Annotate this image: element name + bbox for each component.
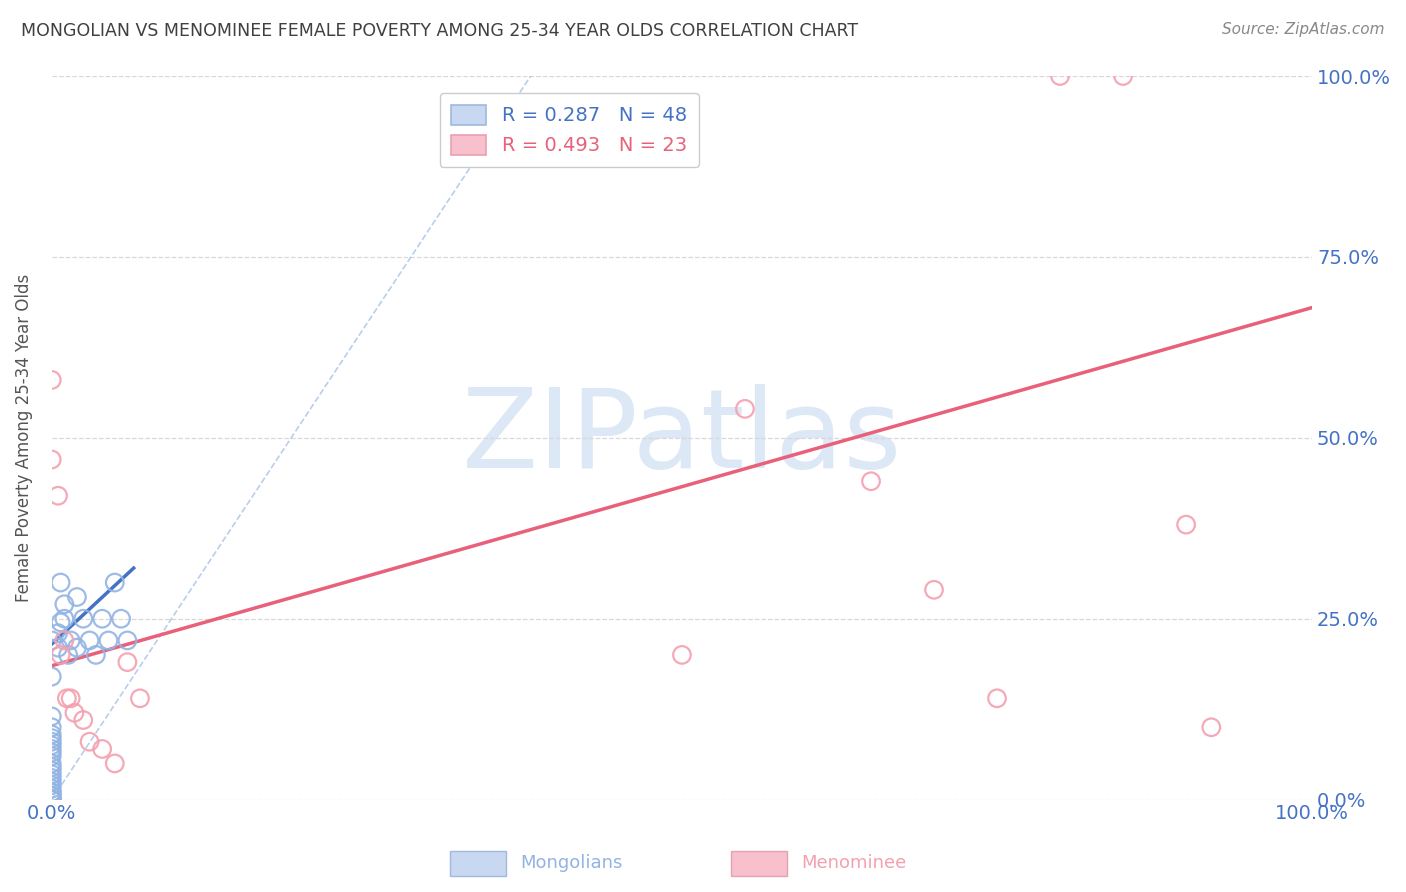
- Text: Mongolians: Mongolians: [520, 855, 623, 872]
- Point: [72, 612, 94, 626]
- Point: [41, 792, 63, 806]
- Point: [41, 739, 63, 753]
- Point: [41, 756, 63, 771]
- Point: [41, 373, 63, 387]
- Point: [41, 670, 63, 684]
- Point: [41, 792, 63, 806]
- Text: MONGOLIAN VS MENOMINEE FEMALE POVERTY AMONG 25-34 YEAR OLDS CORRELATION CHART: MONGOLIAN VS MENOMINEE FEMALE POVERTY AM…: [21, 22, 858, 40]
- Text: Source: ZipAtlas.com: Source: ZipAtlas.com: [1222, 22, 1385, 37]
- Point: [91, 612, 114, 626]
- Point: [63, 706, 86, 720]
- Point: [1175, 517, 1198, 532]
- Point: [922, 582, 945, 597]
- Point: [79, 735, 101, 749]
- Point: [41, 771, 63, 785]
- Legend: R = 0.287   N = 48, R = 0.493   N = 23: R = 0.287 N = 48, R = 0.493 N = 23: [440, 93, 699, 167]
- Point: [41, 452, 63, 467]
- Point: [41, 792, 63, 806]
- Point: [1112, 69, 1135, 83]
- Point: [41, 720, 63, 734]
- Point: [41, 760, 63, 774]
- Point: [56, 691, 79, 706]
- Point: [91, 742, 114, 756]
- Point: [56, 648, 79, 662]
- Point: [41, 781, 63, 796]
- Point: [41, 633, 63, 648]
- Y-axis label: Female Poverty Among 25-34 Year Olds: Female Poverty Among 25-34 Year Olds: [15, 274, 32, 602]
- Point: [41, 792, 63, 806]
- Point: [734, 401, 756, 416]
- Point: [53, 597, 76, 611]
- Point: [41, 731, 63, 745]
- Point: [41, 785, 63, 799]
- Point: [97, 633, 120, 648]
- Point: [104, 575, 127, 590]
- Point: [72, 713, 94, 727]
- Point: [110, 612, 132, 626]
- Point: [41, 778, 63, 792]
- Point: [41, 792, 63, 806]
- Point: [46, 489, 69, 503]
- Point: [117, 655, 139, 669]
- Point: [49, 615, 72, 630]
- Point: [46, 640, 69, 655]
- Point: [1049, 69, 1071, 83]
- Point: [41, 789, 63, 803]
- Point: [41, 764, 63, 778]
- Point: [41, 746, 63, 760]
- Point: [41, 735, 63, 749]
- Point: [41, 792, 63, 806]
- Point: [41, 785, 63, 799]
- Point: [671, 648, 693, 662]
- Point: [859, 475, 882, 489]
- Point: [41, 789, 63, 803]
- Point: [66, 640, 89, 655]
- Point: [129, 691, 152, 706]
- Point: [84, 648, 107, 662]
- Point: [41, 792, 63, 806]
- Point: [41, 742, 63, 756]
- Point: [41, 727, 63, 741]
- Text: ZIPatlas: ZIPatlas: [463, 384, 901, 491]
- Point: [46, 626, 69, 640]
- Point: [41, 774, 63, 789]
- Point: [117, 633, 139, 648]
- Point: [59, 691, 82, 706]
- Point: [986, 691, 1008, 706]
- Point: [59, 633, 82, 648]
- Point: [41, 749, 63, 764]
- Text: Menominee: Menominee: [801, 855, 907, 872]
- Point: [41, 767, 63, 781]
- Point: [66, 590, 89, 604]
- Point: [53, 612, 76, 626]
- Point: [49, 575, 72, 590]
- Point: [41, 709, 63, 723]
- Point: [53, 633, 76, 648]
- Point: [1201, 720, 1223, 734]
- Point: [49, 648, 72, 662]
- Point: [104, 756, 127, 771]
- Point: [79, 633, 101, 648]
